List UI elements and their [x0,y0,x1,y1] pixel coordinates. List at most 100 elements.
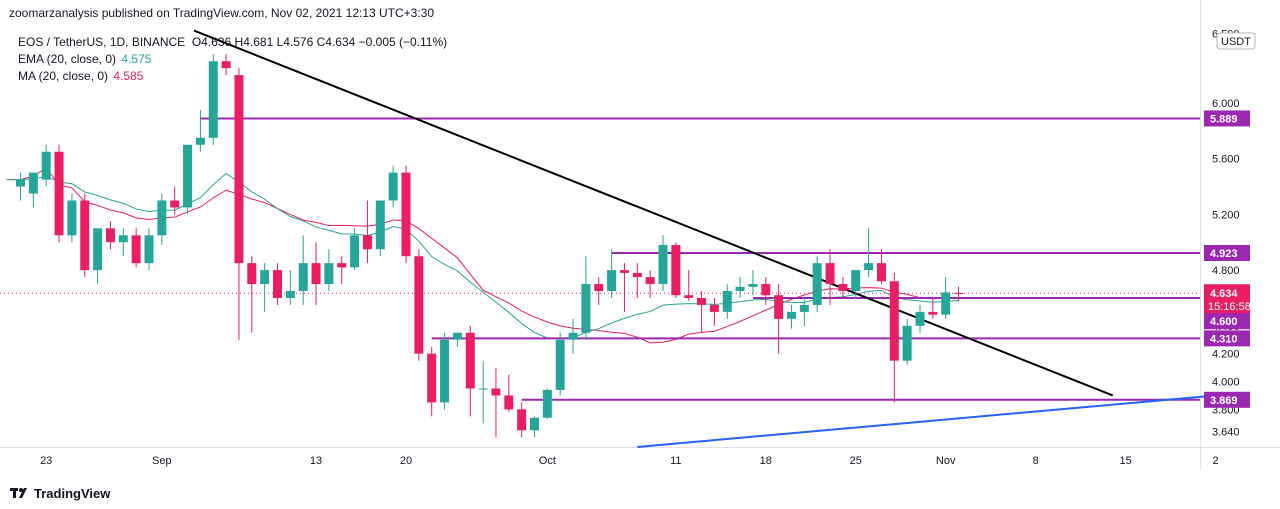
candle [594,277,604,305]
candle [298,235,308,305]
candle-body [221,61,231,69]
candle-body [67,200,77,236]
candle-body [375,200,385,250]
candle-body [350,235,360,268]
x-tick-label: 20 [400,455,412,467]
y-tick-label: 4.200 [1212,349,1240,361]
candle [67,193,77,243]
candle [671,242,681,298]
level-price-label-bg [1204,391,1250,408]
candle [928,297,938,319]
plot-area [0,0,1200,447]
level-price-label: 4.923 [1210,248,1238,260]
candle [452,332,462,347]
y-tick-label: 3.640 [1212,427,1240,439]
countdown-label: 15:16:58 [1208,301,1251,313]
candle [221,54,231,76]
y-tick-label: 6.000 [1212,98,1240,110]
y-tick-label: 4.800 [1212,265,1240,277]
descending-resistance-trendline [193,29,1114,397]
candle-body [581,284,591,333]
candle-body [787,311,796,319]
candle [530,416,539,438]
candle-body [748,284,758,287]
candle-body [697,297,707,305]
candle-body [889,281,899,361]
ma-label: MA (20, close, 0) [18,69,109,83]
candle [851,270,861,298]
level-price-label-bg [1204,110,1250,127]
tradingview-logo-icon [10,488,27,498]
symbol-label: EOS / TetherUS, 1D, BINANCE [18,35,186,49]
candle [632,263,642,298]
candle [568,318,578,354]
candle [915,304,925,333]
candle [517,402,527,438]
candle [311,242,321,305]
candle [93,228,103,285]
candle-body [542,389,552,418]
published-line: zoomarzanalysis published on TradingView… [9,6,435,20]
candle-body [208,61,218,138]
candle [131,228,141,268]
candle-body [427,353,437,403]
y-tick-label: 5.600 [1212,154,1240,166]
candle [16,172,25,201]
candle-body [478,388,488,390]
candle-body [709,304,719,312]
x-tick-label: 8 [1033,455,1039,467]
candle-body [825,263,835,285]
candle [645,270,655,298]
candle-body [915,311,925,326]
candle-body [902,325,912,361]
candle [761,277,771,305]
candle [619,263,629,312]
candle-body [93,228,103,271]
candle [234,68,244,340]
x-tick-label: 15 [1119,455,1131,467]
candle-body [851,270,861,292]
candle-body [812,263,822,305]
ascending-support-trendline [637,394,1216,448]
x-tick-label: 23 [40,455,52,467]
candle-body [555,339,565,390]
candle-body [28,172,38,194]
candle-body [247,263,257,285]
candle [697,291,707,333]
candle [709,297,719,326]
level-price-label: 4.310 [1210,333,1238,345]
ma-value: 4.585 [113,69,144,83]
candle [375,200,385,257]
level-price-label-bg [1204,330,1250,347]
candle-body [465,332,475,389]
candle-body [684,295,694,298]
candle-body [41,151,51,180]
chart-legend: EOS / TetherUS, 1D, BINANCE O4.636 H4.68… [18,34,447,85]
tradingview-footer[interactable]: TradingView [10,484,110,502]
candle-body [195,137,205,145]
candle [876,249,886,285]
x-tick-label: 11 [670,455,681,467]
candle-body [517,409,527,431]
candle-body [594,284,604,292]
level-price-label-bg [1204,244,1250,261]
candle-body [80,200,90,271]
candle [324,249,334,292]
candle-body [761,284,771,296]
candle [208,54,218,145]
candle-body [362,235,372,250]
candle [350,228,360,271]
candle [80,193,90,278]
candle-body [954,292,964,294]
ohlc-values: O4.636 H4.681 L4.576 C4.634 −0.005 (−0.1… [191,35,448,49]
ema-row: EMA (20, close, 0) 4.575 [18,51,447,68]
candle-body [632,272,642,278]
candle-body [671,245,681,296]
candle [401,165,411,264]
candle-body [54,151,64,236]
candle-body [183,144,193,208]
candle [388,165,398,208]
candle-body [105,228,115,243]
candle-body [928,311,938,315]
